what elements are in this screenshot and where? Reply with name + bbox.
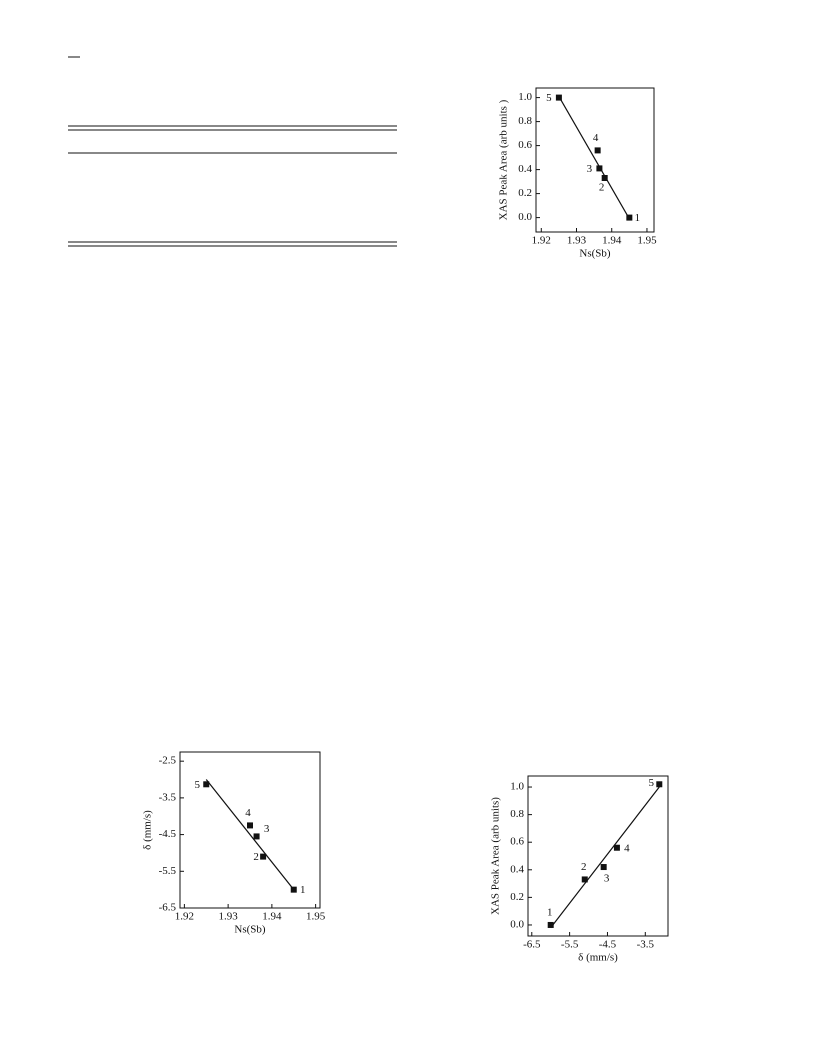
data-point (601, 175, 608, 181)
y-tick-label: 0.8 (510, 808, 524, 820)
y-tick-label: -6.5 (159, 902, 177, 914)
point-label: 3 (264, 823, 270, 835)
point-label: 4 (624, 842, 630, 854)
data-point (260, 853, 267, 860)
plot-frame (527, 775, 669, 937)
data-point (596, 165, 603, 172)
y-tick-label: 0.4 (510, 863, 524, 875)
y-tick-label: 0.0 (510, 918, 524, 930)
plot-frame (179, 751, 321, 909)
y-tick-label: 0.4 (518, 163, 532, 175)
data-point (290, 886, 297, 893)
x-axis-label: δ (mm/s) (578, 952, 618, 964)
x-tick-label: -6.5 (523, 939, 541, 951)
x-tick-label: 1.92 (532, 235, 551, 247)
y-tick-label: 0.2 (510, 891, 524, 903)
y-tick-label: -2.5 (159, 755, 177, 767)
x-tick-label: 1.92 (175, 911, 194, 923)
point-label: 1 (547, 906, 553, 918)
x-tick-label: -4.5 (599, 939, 617, 951)
data-point (247, 822, 253, 829)
point-label: 5 (649, 777, 655, 789)
y-tick-label: 0.6 (518, 139, 532, 151)
x-tick-label: 1.93 (567, 235, 587, 247)
point-label: 2 (599, 182, 605, 194)
point-label: 2 (581, 861, 587, 873)
y-axis-label: δ (mm/s) (142, 810, 154, 850)
y-tick-label: 0.6 (510, 836, 524, 848)
data-point (594, 147, 601, 154)
y-tick-label: 0.2 (518, 187, 532, 199)
fit-line (558, 96, 630, 220)
data-point (600, 864, 607, 871)
y-axis-label: XAS Peak Area (arb units ) (498, 99, 510, 220)
x-tick-label: 1.95 (637, 235, 657, 247)
data-point (547, 921, 554, 928)
data-point (656, 781, 663, 788)
point-label: 1 (300, 884, 306, 896)
data-point (626, 214, 633, 221)
point-label: 1 (635, 212, 641, 224)
fit-line (205, 779, 295, 891)
data-point (581, 876, 588, 883)
point-label: 4 (245, 807, 251, 819)
y-tick-label: -4.5 (159, 828, 177, 840)
x-tick-label: 1.93 (219, 911, 239, 923)
y-tick-label: -5.5 (159, 865, 177, 877)
x-tick-label: -5.5 (561, 939, 579, 951)
y-tick-label: -3.5 (159, 791, 177, 803)
data-point (555, 94, 562, 101)
y-tick-label: 0.8 (518, 115, 532, 127)
fit-line (550, 786, 660, 929)
x-tick-label: 1.94 (602, 235, 622, 247)
y-tick-label: 1.0 (518, 91, 532, 103)
point-label: 3 (604, 873, 610, 885)
y-axis-label: XAS Peak Area (arb units) (490, 797, 502, 915)
point-label: 3 (587, 163, 593, 175)
y-tick-label: 0.0 (518, 211, 532, 223)
point-label: 5 (195, 779, 201, 791)
x-tick-label: 1.95 (306, 911, 326, 923)
x-axis-label: Ns(Sb) (579, 248, 611, 260)
data-point (203, 781, 210, 788)
x-tick-label: -3.5 (637, 939, 655, 951)
point-label: 2 (253, 851, 259, 863)
data-point (253, 833, 260, 840)
x-tick-label: 1.94 (262, 911, 282, 923)
plot-frame (535, 87, 655, 233)
x-axis-label: Ns(Sb) (234, 924, 266, 936)
point-label: 4 (593, 132, 599, 144)
point-label: 5 (546, 92, 552, 104)
y-tick-label: 1.0 (510, 781, 524, 793)
data-point (613, 844, 620, 851)
